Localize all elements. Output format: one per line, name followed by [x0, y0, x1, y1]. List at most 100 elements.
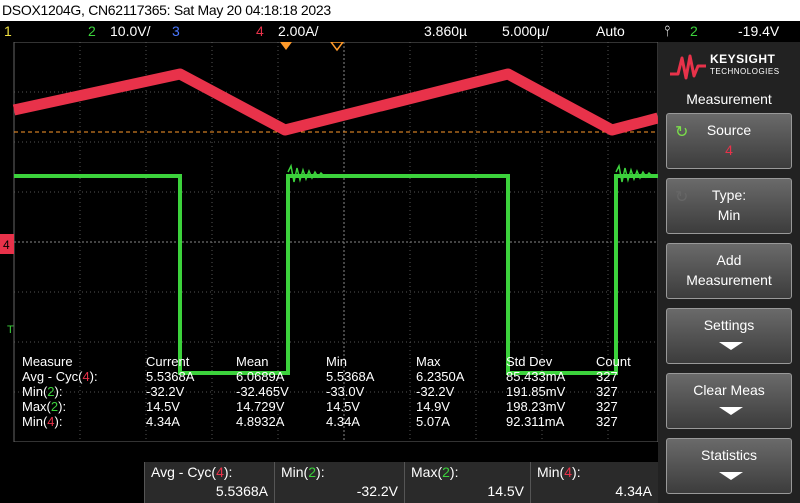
measurement-summary-bar: Avg - Cyc(4): 5.5368A Min(2): -32.2V Max…: [0, 442, 658, 503]
max-value: 5.07A: [416, 414, 450, 429]
statistics-label: Statistics: [700, 447, 757, 463]
max-value: 6.2350A: [416, 369, 465, 384]
add-measurement-button[interactable]: Add Measurement: [666, 243, 792, 299]
window-title: DSOX1204G, CN62117365: Sat May 20 04:18:…: [0, 0, 800, 21]
measure-name: Min(: [22, 414, 48, 429]
min-value: -33.0V: [326, 384, 365, 399]
current-value: -32.2V: [146, 384, 185, 399]
ch4-ground-label: 4: [3, 238, 10, 252]
mean-value: -32.465V: [236, 384, 289, 399]
stddev-value: 85.433mA: [506, 369, 566, 384]
count-value: 327: [596, 399, 618, 414]
max-value: 14.9V: [416, 399, 450, 414]
current-value: 5.5368A: [146, 369, 195, 384]
source-label: Source: [706, 122, 752, 138]
current-value: 14.5V: [146, 399, 180, 414]
summary-label: Avg - Cyc(: [151, 464, 217, 480]
ch2-ringing-2: [615, 163, 653, 183]
settings-button[interactable]: Settings: [666, 308, 792, 364]
source-value: 4: [725, 142, 733, 158]
trigger-mode: Auto: [596, 23, 625, 39]
ch2-ringing-1: [287, 163, 325, 183]
waveform-display[interactable]: 4 T Measure Current Mean Min Max Std Dev…: [0, 42, 658, 442]
statistics-button[interactable]: Statistics: [666, 438, 792, 494]
summary-min-2[interactable]: Min(2): -32.2V: [274, 462, 404, 503]
summary-close: ):: [449, 464, 459, 480]
rotate-knob-icon: ↻: [675, 189, 689, 206]
measure-channel: 2: [50, 399, 59, 414]
summary-channel: 2: [308, 464, 317, 480]
stddev-value: 198.23mV: [506, 399, 566, 414]
summary-max-2[interactable]: Max(2): 14.5V: [404, 462, 530, 503]
measure-channel: 4: [82, 369, 90, 384]
rotate-knob-icon: ↻: [675, 124, 689, 141]
down-arrow-icon: [719, 407, 743, 415]
col-max: Max: [416, 354, 441, 369]
brand-subtitle: TECHNOLOGIES: [710, 67, 780, 76]
measure-close: ):: [58, 399, 67, 414]
mean-value: 6.0689A: [236, 369, 285, 384]
current-value: 4.34A: [146, 414, 180, 429]
type-value: Min: [717, 207, 741, 223]
measure-close: ):: [54, 414, 63, 429]
menu-title: Measurement: [686, 91, 772, 107]
time-delay: 3.860µ: [424, 23, 468, 39]
down-arrow-icon: [719, 472, 743, 480]
summary-channel: 4: [564, 464, 573, 480]
col-measure: Measure: [22, 354, 73, 369]
brand-name: KEYSIGHT: [710, 52, 776, 66]
ch1-indicator[interactable]: 1: [4, 23, 12, 39]
summary-value: 14.5V: [487, 483, 524, 499]
trigger-channel: 2: [690, 23, 698, 39]
clear-meas-button[interactable]: Clear Meas: [666, 373, 792, 429]
trigger-position-marker: [280, 42, 292, 50]
count-value: 327: [596, 369, 618, 384]
measure-channel: 2: [47, 384, 55, 399]
ch2-voltage-trace: [14, 174, 658, 375]
count-value: 327: [596, 414, 618, 429]
type-button[interactable]: ↻ Type: Min: [666, 178, 792, 234]
graticule-center: [14, 42, 658, 442]
measure-close: ):: [54, 384, 63, 399]
softkey-panel: KEYSIGHT TECHNOLOGIES Measurement ↻ Sour…: [658, 42, 800, 503]
col-current: Current: [146, 354, 190, 369]
status-bar: 1 2 10.0V/ 3 4 2.00A/ 3.860µ 5.000µ/ Aut…: [0, 21, 800, 42]
ch4-ground-marker: 4: [0, 234, 14, 254]
clear-meas-label: Clear Meas: [693, 382, 765, 398]
delay-marker: [330, 42, 344, 52]
ch4-scale: 2.00A/: [278, 23, 319, 39]
max-value: -32.2V: [416, 384, 455, 399]
trigger-level: -19.4V: [738, 23, 780, 39]
trigger-marker-label: T: [7, 324, 14, 336]
summary-label: Max(: [411, 464, 443, 480]
measure-name: Min(: [22, 384, 48, 399]
min-value: 5.5368A: [326, 369, 375, 384]
stddev-value: 92.311mA: [506, 414, 565, 429]
keysight-wave-icon: [670, 54, 706, 80]
type-label: Type:: [711, 187, 747, 203]
measure-close: ):: [89, 369, 98, 384]
source-button[interactable]: ↻ Source 4: [666, 113, 792, 169]
ch2-scale: 10.0V/: [110, 23, 151, 39]
summary-value: -32.2V: [356, 483, 398, 499]
summary-channel: 4: [216, 464, 224, 480]
ch3-indicator[interactable]: 3: [172, 23, 180, 39]
summary-close: ):: [316, 464, 325, 480]
col-min: Min: [326, 354, 347, 369]
summary-close: ):: [572, 464, 581, 480]
min-value: 4.34A: [326, 414, 360, 429]
waveform-canvas: 4 T: [0, 42, 658, 442]
trigger-edge-icon: ⫯: [664, 23, 671, 40]
stddev-value: 191.85mV: [506, 384, 566, 399]
ch4-indicator[interactable]: 4: [256, 23, 264, 39]
mean-value: 4.8932A: [236, 414, 285, 429]
count-value: 327: [596, 384, 618, 399]
time-scale: 5.000µ/: [502, 23, 549, 39]
measure-name: Avg - Cyc(: [22, 369, 83, 384]
ch4-current-trace: [12, 68, 658, 136]
min-value: 14.5V: [326, 399, 360, 414]
col-mean: Mean: [236, 354, 269, 369]
ch2-indicator[interactable]: 2: [88, 23, 96, 39]
summary-avg-cyc-4[interactable]: Avg - Cyc(4): 5.5368A: [144, 462, 274, 503]
summary-min-4[interactable]: Min(4): 4.34A: [530, 462, 658, 503]
